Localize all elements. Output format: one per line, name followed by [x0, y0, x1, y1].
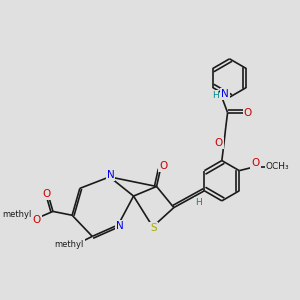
- Text: N: N: [106, 170, 114, 180]
- Text: H: H: [195, 198, 202, 207]
- Text: H: H: [212, 91, 218, 100]
- Text: O: O: [244, 108, 252, 118]
- Text: O: O: [32, 215, 41, 225]
- Text: O: O: [251, 158, 260, 168]
- Text: methyl: methyl: [2, 210, 31, 219]
- Text: OCH₃: OCH₃: [266, 162, 290, 171]
- Text: S: S: [150, 223, 157, 233]
- Text: methyl: methyl: [55, 239, 84, 248]
- Text: N: N: [221, 89, 229, 99]
- Text: O: O: [159, 161, 167, 171]
- Text: O: O: [215, 138, 223, 148]
- Text: N: N: [116, 221, 124, 231]
- Text: O: O: [42, 189, 50, 199]
